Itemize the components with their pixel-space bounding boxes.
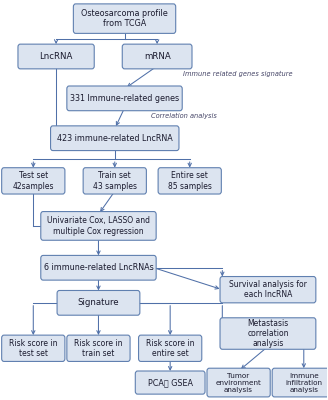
Text: LncRNA: LncRNA: [39, 52, 73, 61]
FancyBboxPatch shape: [220, 318, 316, 349]
Text: Entire set
85 samples: Entire set 85 samples: [168, 171, 212, 190]
Text: Correlation analysis: Correlation analysis: [151, 113, 216, 119]
Text: Risk score in
test set: Risk score in test set: [9, 338, 57, 358]
Text: Immune related genes signature: Immune related genes signature: [183, 71, 293, 77]
Text: Signature: Signature: [78, 298, 119, 307]
FancyBboxPatch shape: [18, 44, 94, 69]
Text: Risk score in
entire set: Risk score in entire set: [146, 338, 195, 358]
FancyBboxPatch shape: [2, 335, 65, 362]
FancyBboxPatch shape: [51, 126, 179, 150]
Text: Immune
infiltration
analysis: Immune infiltration analysis: [285, 372, 322, 392]
FancyBboxPatch shape: [41, 212, 156, 240]
FancyBboxPatch shape: [73, 4, 176, 33]
FancyBboxPatch shape: [41, 256, 156, 280]
FancyBboxPatch shape: [2, 168, 65, 194]
Text: 331 Immune-related genes: 331 Immune-related genes: [70, 94, 179, 103]
Text: mRNA: mRNA: [144, 52, 171, 61]
Text: Survival analysis for
each lncRNA: Survival analysis for each lncRNA: [229, 280, 307, 299]
Text: 6 immune-related LncRNAs: 6 immune-related LncRNAs: [44, 263, 154, 272]
Text: Osteosarcoma profile
from TCGA: Osteosarcoma profile from TCGA: [81, 9, 168, 28]
FancyBboxPatch shape: [158, 168, 221, 194]
FancyBboxPatch shape: [67, 86, 182, 111]
Text: Train set
43 samples: Train set 43 samples: [93, 171, 137, 190]
FancyBboxPatch shape: [67, 335, 130, 362]
Text: Univariate Cox, LASSO and
multiple Cox regression: Univariate Cox, LASSO and multiple Cox r…: [47, 216, 150, 236]
FancyBboxPatch shape: [83, 168, 146, 194]
FancyBboxPatch shape: [57, 290, 140, 315]
Text: Tumor
environment
analysis: Tumor environment analysis: [216, 372, 261, 392]
FancyBboxPatch shape: [122, 44, 192, 69]
FancyBboxPatch shape: [138, 335, 202, 362]
Text: Risk score in
train set: Risk score in train set: [74, 338, 123, 358]
Text: Metastasis
correlation
analysis: Metastasis correlation analysis: [247, 319, 289, 348]
Text: PCA， GSEA: PCA， GSEA: [148, 378, 193, 387]
Text: 423 immune-related LncRNA: 423 immune-related LncRNA: [57, 134, 173, 143]
Text: Test set
42samples: Test set 42samples: [12, 171, 54, 190]
FancyBboxPatch shape: [272, 368, 328, 397]
FancyBboxPatch shape: [135, 371, 205, 394]
FancyBboxPatch shape: [220, 276, 316, 303]
FancyBboxPatch shape: [207, 368, 270, 397]
